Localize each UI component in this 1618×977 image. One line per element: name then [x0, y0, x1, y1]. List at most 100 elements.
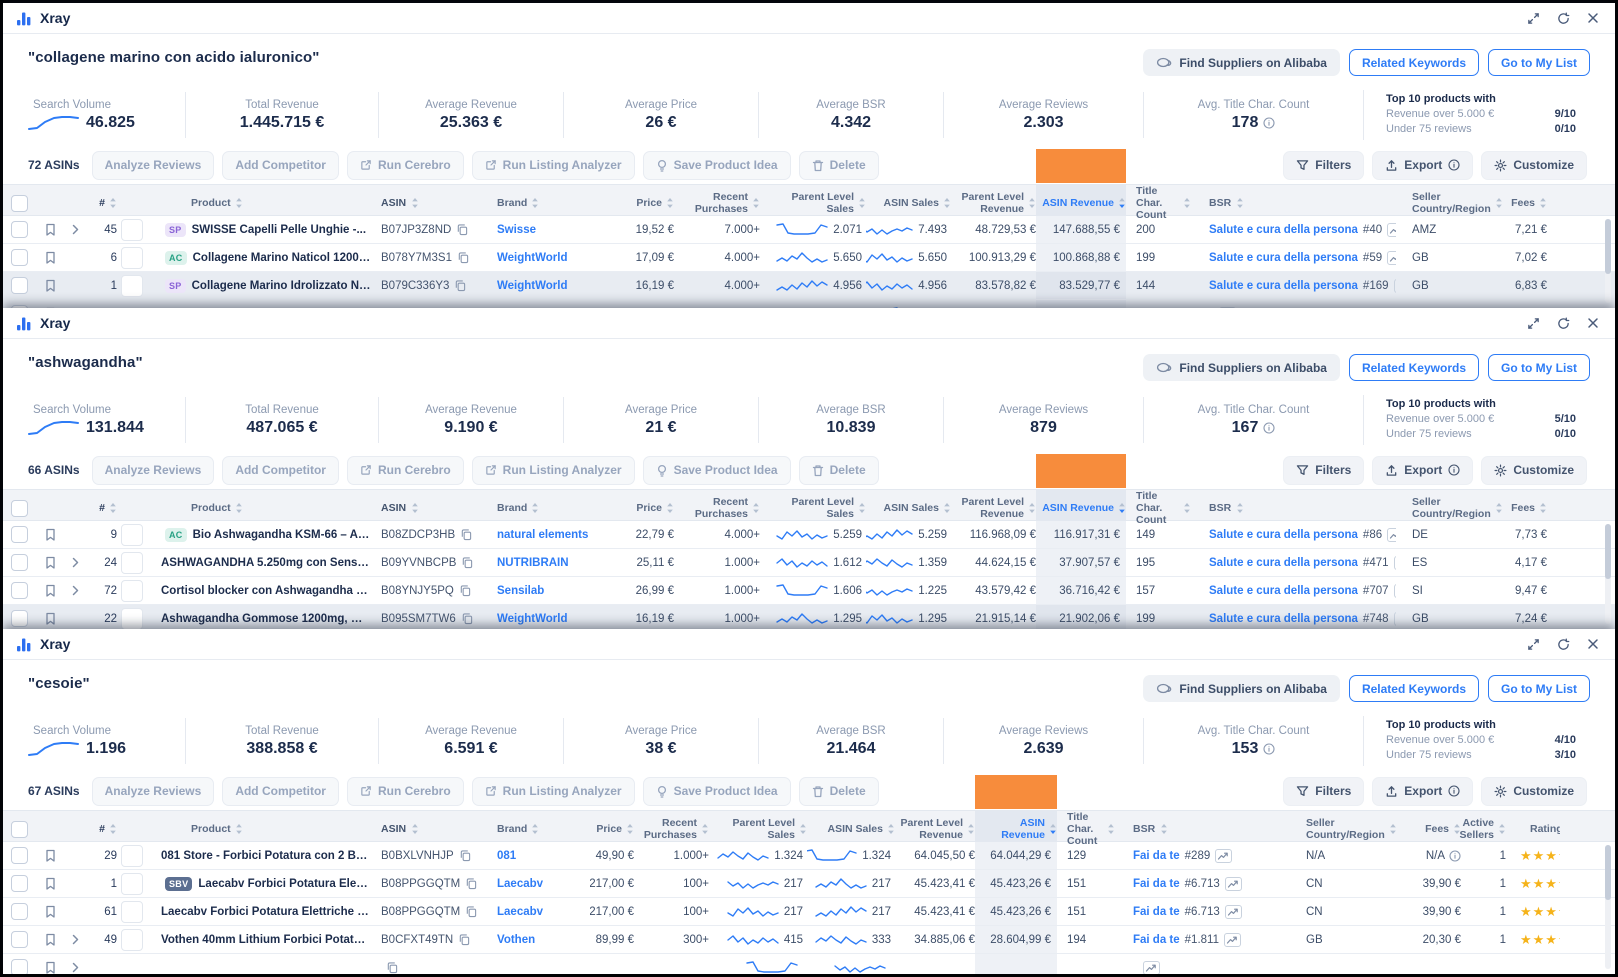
trend-chart-icon[interactable] — [1224, 876, 1242, 891]
trend-chart-icon[interactable] — [1215, 848, 1233, 863]
trend-chart-icon[interactable] — [1387, 222, 1396, 237]
expand-icon[interactable] — [1527, 12, 1540, 25]
row-checkbox[interactable] — [11, 554, 28, 571]
product-thumbnail[interactable] — [121, 551, 143, 574]
expand-chevron-icon[interactable] — [71, 585, 80, 596]
column-header-brand[interactable]: Brand — [485, 502, 610, 514]
column-header-price[interactable]: Price — [590, 823, 640, 835]
add-competitor-button[interactable]: Add Competitor — [222, 455, 339, 485]
vertical-scrollbar[interactable] — [1605, 845, 1611, 969]
brand-link[interactable]: WeightWorld — [497, 612, 568, 625]
vertical-scrollbar[interactable] — [1605, 524, 1611, 624]
run-cerebro-button[interactable]: Run Cerebro — [346, 776, 464, 806]
run-listing-analyzer-button[interactable]: Run Listing Analyzer — [471, 150, 635, 180]
bsr-category-link[interactable]: Salute e cura della persona — [1209, 223, 1358, 236]
bookmark-icon[interactable] — [45, 556, 56, 569]
product-thumbnail[interactable] — [121, 523, 143, 546]
row-checkbox[interactable] — [11, 610, 28, 627]
column-header-asin-sales[interactable]: ASIN Sales — [866, 197, 951, 209]
bsr-category-link[interactable]: Fai da te — [1133, 933, 1180, 946]
bsr-category-link[interactable]: Salute e cura della persona — [1209, 251, 1358, 264]
copy-icon[interactable] — [386, 961, 398, 974]
add-competitor-button[interactable]: Add Competitor — [222, 150, 339, 180]
bookmark-icon[interactable] — [45, 877, 56, 890]
table-row[interactable]: 29 081 Store - Forbici Potatura con 2 Ba… — [3, 842, 1615, 870]
column-header-price[interactable]: Price — [610, 197, 680, 209]
table-row[interactable]: 49 Vothen 40mm Lithium Forbici Potatura.… — [3, 926, 1615, 954]
bookmark-icon[interactable] — [45, 251, 56, 264]
table-row[interactable]: ★★★★★ — [3, 300, 1615, 308]
table-row[interactable]: 9 AC Bio Ashwagandha KSM-66 – Alto... B0… — [3, 521, 1615, 549]
column-header-parent-level-revenue[interactable]: Parent Level Revenue — [951, 496, 1036, 520]
copy-icon[interactable] — [457, 251, 469, 264]
filters-button[interactable]: Filters — [1283, 776, 1365, 806]
trend-chart-icon[interactable] — [1393, 611, 1396, 626]
bsr-category-link[interactable]: Fai da te — [1133, 849, 1180, 862]
info-icon[interactable] — [1263, 421, 1275, 434]
column-header-asin-revenue[interactable]: ASIN Revenue — [975, 811, 1057, 847]
column-header-title-char-count[interactable]: Title Char. Count — [1126, 185, 1191, 221]
column-header-recent-purchases[interactable]: Recent Purchases — [680, 191, 766, 215]
export-button[interactable]: Export — [1372, 150, 1474, 180]
column-header-rating[interactable]: Rating — [1530, 823, 1560, 835]
close-icon[interactable] — [1587, 638, 1599, 651]
brand-link[interactable]: WeightWorld — [497, 279, 568, 292]
bsr-category-link[interactable]: Salute e cura della persona — [1209, 528, 1358, 541]
row-checkbox[interactable] — [11, 903, 28, 920]
expand-chevron-icon[interactable] — [71, 224, 80, 235]
brand-link[interactable]: natural elements — [497, 528, 589, 541]
info-icon[interactable] — [1449, 849, 1461, 862]
refresh-icon[interactable] — [1557, 637, 1570, 651]
bookmark-icon[interactable] — [45, 933, 56, 946]
copy-icon[interactable] — [461, 556, 473, 569]
column-header-fees[interactable]: Fees — [1496, 502, 1551, 514]
delete-button[interactable]: Delete — [798, 150, 879, 180]
run-cerebro-button[interactable]: Run Cerebro — [346, 150, 464, 180]
table-row[interactable]: 6 AC Collagene Marino Naticol 1200mg... … — [3, 244, 1615, 272]
brand-link[interactable]: Swisse — [497, 223, 536, 236]
related-keywords-button[interactable]: Related Keywords — [1348, 49, 1479, 76]
row-checkbox[interactable] — [11, 847, 28, 864]
column-header-product[interactable]: Product — [161, 197, 371, 209]
column-header-bsr[interactable]: BSR — [1191, 502, 1396, 514]
export-button[interactable]: Export — [1372, 455, 1474, 485]
save-product-idea-button[interactable]: Save Product Idea — [642, 150, 791, 180]
column-header-asin[interactable]: ASIN — [371, 502, 485, 514]
table-row[interactable]: 1 SP Collagene Marino Idrolizzato Natico… — [3, 272, 1615, 300]
table-row[interactable]: 72 Cortisol blocker con Ashwagandha e...… — [3, 577, 1615, 605]
product-thumbnail[interactable] — [121, 274, 143, 297]
find-suppliers-button[interactable]: Find Suppliers on Alibaba — [1143, 49, 1340, 76]
table-row[interactable]: 61 Laecabv Forbici Potatura Elettriche 4… — [3, 898, 1615, 926]
column-header-bsr[interactable]: BSR — [1115, 823, 1290, 835]
expand-chevron-icon[interactable] — [71, 934, 80, 945]
product-thumbnail[interactable] — [121, 607, 143, 629]
scrollbar-thumb[interactable] — [1605, 219, 1611, 274]
save-product-idea-button[interactable]: Save Product Idea — [642, 455, 791, 485]
brand-link[interactable]: 081 — [497, 849, 517, 862]
trend-chart-icon[interactable] — [1143, 960, 1160, 974]
product-thumbnail[interactable] — [121, 872, 143, 895]
copy-icon[interactable] — [454, 279, 466, 292]
trend-chart-icon[interactable] — [1393, 555, 1396, 570]
close-icon[interactable] — [1587, 317, 1599, 330]
related-keywords-button[interactable]: Related Keywords — [1348, 354, 1479, 381]
go-to-my-list-button[interactable]: Go to My List — [1488, 675, 1590, 702]
customize-button[interactable]: Customize — [1481, 150, 1587, 180]
run-cerebro-button[interactable]: Run Cerebro — [346, 455, 464, 485]
expand-icon[interactable] — [1527, 638, 1540, 651]
column-header-asin[interactable]: ASIN — [371, 197, 485, 209]
bookmark-icon[interactable] — [45, 279, 56, 292]
delete-button[interactable]: Delete — [798, 776, 879, 806]
product-thumbnail[interactable] — [121, 928, 143, 951]
expand-chevron-icon[interactable] — [71, 557, 80, 568]
copy-icon[interactable] — [465, 905, 477, 918]
column-header-active-sellers[interactable]: Active Sellers — [1460, 817, 1520, 841]
column-header-recent-purchases[interactable]: Recent Purchases — [640, 817, 715, 841]
customize-button[interactable]: Customize — [1481, 776, 1587, 806]
analyze-reviews-button[interactable]: Analyze Reviews — [91, 776, 215, 806]
bsr-category-link[interactable]: Salute e cura della persona — [1209, 279, 1358, 292]
bookmark-icon[interactable] — [45, 961, 56, 974]
export-button[interactable]: Export — [1372, 776, 1474, 806]
trend-chart-icon[interactable] — [1393, 278, 1396, 293]
product-thumbnail[interactable] — [121, 844, 143, 867]
